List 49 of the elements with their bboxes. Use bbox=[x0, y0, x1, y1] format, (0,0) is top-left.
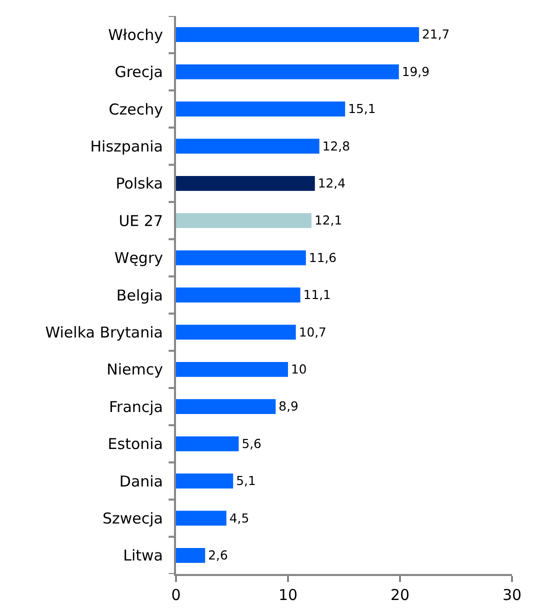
data-label: 12,4 bbox=[318, 176, 346, 191]
data-label: 11,6 bbox=[308, 250, 337, 265]
bar bbox=[176, 362, 288, 377]
data-label: 4,5 bbox=[229, 510, 250, 526]
bar bbox=[176, 250, 306, 266]
y-tick-label: Szwecja bbox=[102, 509, 163, 528]
x-tick-label: 0 bbox=[171, 586, 181, 604]
data-label: 5,6 bbox=[242, 436, 262, 451]
bar bbox=[176, 102, 346, 116]
bar bbox=[176, 213, 312, 228]
bar bbox=[176, 510, 226, 526]
y-tick-label: Wielka Brytania bbox=[45, 323, 163, 342]
y-tick-label: Polska bbox=[116, 174, 163, 193]
bar bbox=[176, 27, 420, 42]
bar bbox=[176, 288, 300, 302]
bar bbox=[176, 64, 399, 80]
bar bbox=[176, 474, 234, 488]
bar bbox=[176, 548, 206, 563]
bar bbox=[176, 138, 320, 154]
y-tick-label: Węgry bbox=[114, 249, 164, 268]
y-tick-label: Niemcy bbox=[106, 360, 164, 379]
y-tick-label: UE 27 bbox=[118, 212, 163, 230]
data-label: 8,9 bbox=[278, 398, 299, 414]
y-tick-label: Litwa bbox=[123, 546, 163, 565]
data-label: 10,7 bbox=[298, 324, 326, 340]
y-tick-label: Grecja bbox=[114, 63, 163, 82]
data-label: 21,7 bbox=[422, 26, 450, 42]
data-label: 11,1 bbox=[303, 287, 331, 302]
bar bbox=[176, 176, 315, 191]
bar bbox=[176, 399, 276, 414]
data-label: 19,9 bbox=[402, 64, 430, 79]
y-tick-label: Hiszpania bbox=[90, 137, 163, 156]
y-tick-label: Włochy bbox=[108, 26, 164, 44]
data-label: 2,6 bbox=[208, 548, 228, 563]
data-label: 5,1 bbox=[236, 473, 256, 488]
data-label: 12,8 bbox=[322, 138, 350, 154]
y-tick-label: Francja bbox=[108, 398, 163, 416]
data-label: 12,1 bbox=[314, 212, 342, 228]
data-label: 10 bbox=[291, 362, 307, 377]
y-tick-label: Belgia bbox=[116, 286, 163, 304]
y-tick-label: Dania bbox=[119, 472, 163, 490]
bar bbox=[176, 436, 239, 452]
data-label: 15,1 bbox=[348, 101, 376, 116]
y-tick-label: Czechy bbox=[108, 100, 164, 118]
bar bbox=[176, 324, 296, 340]
y-tick-label: Estonia bbox=[108, 435, 163, 454]
x-tick-label: 30 bbox=[502, 586, 522, 604]
x-tick-label: 20 bbox=[390, 586, 410, 604]
x-tick-label: 10 bbox=[278, 586, 298, 604]
